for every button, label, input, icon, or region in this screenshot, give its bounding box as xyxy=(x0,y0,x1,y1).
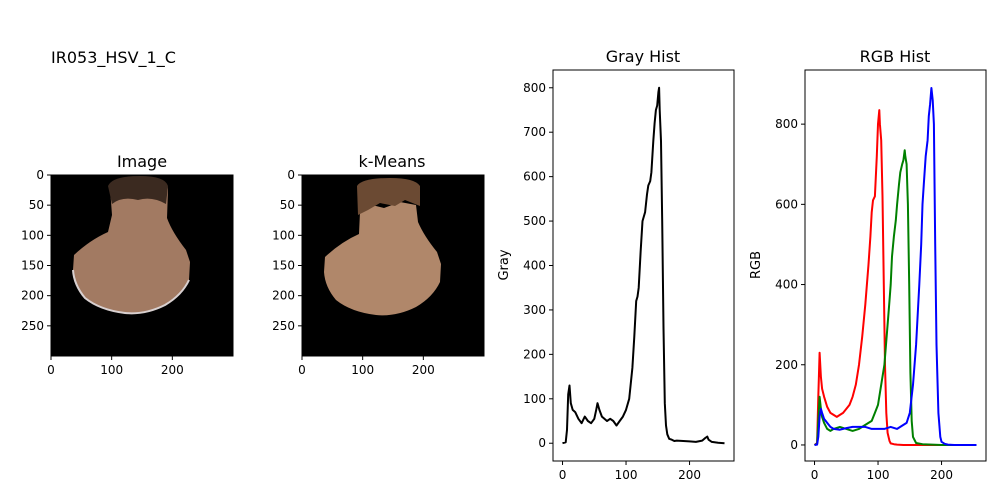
y-tick-label: 100 xyxy=(523,392,546,406)
x-tick-label: 200 xyxy=(930,468,953,482)
gray-hist-panel: Gray Hist Gray 0 100 200 0 100 200 300 400 500 60… xyxy=(497,47,735,482)
y-tick-label: 200 xyxy=(775,358,798,372)
x-tick-label: 0 xyxy=(811,468,819,482)
y-tick-label: 0 xyxy=(538,436,546,450)
y-tick-label: 100 xyxy=(21,228,44,242)
series-line-0 xyxy=(813,109,977,446)
rgb-hist-title: RGB Hist xyxy=(860,47,931,66)
y-tick-label: 800 xyxy=(775,117,798,131)
gray-hist-ylabel: Gray xyxy=(497,249,512,280)
image-panel-title: Image xyxy=(117,152,167,171)
y-tick-label: 0 xyxy=(790,438,798,452)
y-tick-label: 200 xyxy=(523,347,546,361)
x-tick-label: 0 xyxy=(298,363,306,377)
neck-photo-skin xyxy=(73,182,190,314)
x-tick-label: 200 xyxy=(161,363,184,377)
x-tick-label: 200 xyxy=(412,363,435,377)
y-tick-label: 600 xyxy=(523,170,546,184)
image-panel: Image 0 100 200 0 50 100 150 200 250 xyxy=(21,152,234,377)
neck-photo-edge xyxy=(72,269,190,315)
rgb-hist-ylabel: RGB xyxy=(749,251,764,279)
kmeans-panel-title: k-Means xyxy=(359,152,426,171)
y-tick-label: 50 xyxy=(280,198,295,212)
rgb-hist-panel: RGB Hist RGB 0 100 200 0 200 400 600 800 xyxy=(749,47,987,482)
x-tick-label: 0 xyxy=(559,468,567,482)
y-tick-label: 0 xyxy=(287,168,295,182)
neck-photo-hair xyxy=(108,176,168,204)
y-tick-label: 400 xyxy=(523,259,546,273)
y-tick-label: 200 xyxy=(272,289,295,303)
y-tick-label: 600 xyxy=(775,197,798,211)
y-tick-label: 800 xyxy=(523,81,546,95)
x-tick-label: 100 xyxy=(351,363,374,377)
y-tick-label: 700 xyxy=(523,125,546,139)
y-tick-label: 400 xyxy=(775,278,798,292)
figure-title: IR053_HSV_1_C xyxy=(51,48,176,67)
y-tick-label: 100 xyxy=(272,228,295,242)
series-line-2 xyxy=(814,87,977,446)
x-tick-label: 200 xyxy=(678,468,701,482)
y-tick-label: 50 xyxy=(29,198,44,212)
y-tick-label: 0 xyxy=(36,168,44,182)
x-tick-label: 100 xyxy=(100,363,123,377)
x-tick-label: 100 xyxy=(867,468,890,482)
x-tick-label: 100 xyxy=(615,468,638,482)
y-tick-label: 250 xyxy=(272,319,295,333)
y-tick-label: 500 xyxy=(523,214,546,228)
kmeans-skin-cluster xyxy=(324,202,441,316)
gray-hist-axes-frame xyxy=(552,69,735,462)
y-tick-label: 200 xyxy=(21,289,44,303)
y-tick-label: 150 xyxy=(21,259,44,273)
y-tick-label: 150 xyxy=(272,259,295,273)
y-tick-label: 250 xyxy=(21,319,44,333)
series-line-0 xyxy=(562,86,725,445)
y-tick-label: 300 xyxy=(523,303,546,317)
x-tick-label: 0 xyxy=(47,363,55,377)
kmeans-panel: k-Means 0 100 200 0 50 100 150 200 250 xyxy=(272,152,485,377)
kmeans-hair-cluster xyxy=(357,178,420,215)
rgb-hist-axes-frame xyxy=(804,69,987,462)
gray-hist-title: Gray Hist xyxy=(606,47,680,66)
series-line-1 xyxy=(814,149,977,446)
